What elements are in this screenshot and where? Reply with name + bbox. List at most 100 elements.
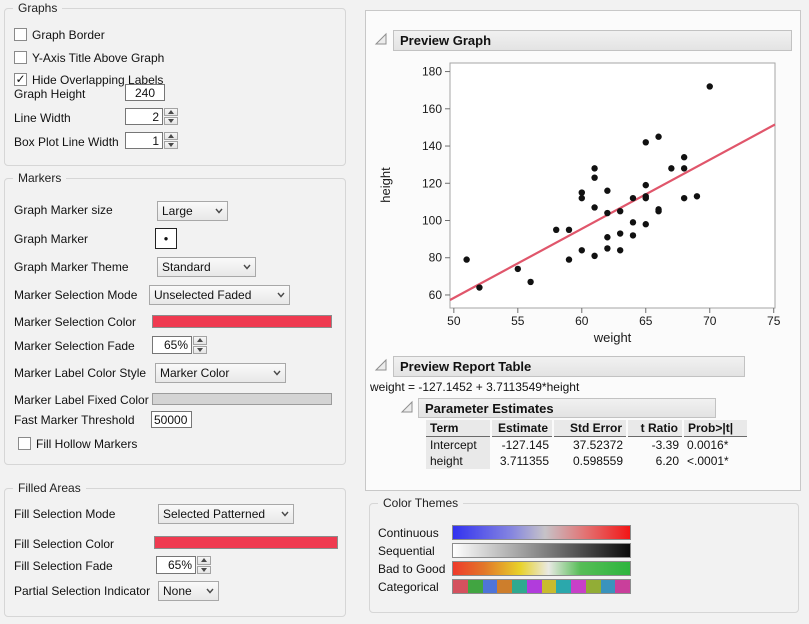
marker-label-color-style-label: Marker Label Color Style	[14, 366, 147, 380]
graph-marker-button[interactable]: ●	[155, 228, 177, 249]
table-row: Intercept -127.145 37.52372 -3.39 0.0016…	[426, 436, 748, 453]
fast-marker-threshold-input[interactable]: 50000	[151, 411, 192, 428]
table-header-row: Term Estimate Std Error t Ratio Prob>|t|	[426, 420, 749, 437]
svg-text:65: 65	[639, 314, 653, 328]
markers-group-title: Markers	[13, 171, 67, 185]
chevron-down-icon	[215, 208, 223, 214]
svg-text:60: 60	[429, 288, 443, 302]
marker-selection-mode-select[interactable]: Unselected Faded	[149, 285, 290, 305]
graphs-group: Graphs Graph Border Y-Axis Title Above G…	[4, 1, 346, 166]
hide-overlapping-labels-label: Hide Overlapping Labels	[32, 73, 164, 87]
filled-areas-group-title: Filled Areas	[13, 481, 86, 495]
color-themes-group-title: Color Themes	[378, 496, 464, 510]
box-plot-line-width-label: Box Plot Line Width	[14, 135, 119, 149]
categorical-swatch[interactable]	[571, 580, 586, 593]
graph-marker-theme-select[interactable]: Standard	[157, 257, 256, 277]
fill-selection-mode-label: Fill Selection Mode	[14, 507, 116, 521]
color-theme-bar[interactable]	[452, 525, 631, 540]
continuous-theme-label: Continuous	[378, 526, 439, 540]
disclosure-triangle-icon[interactable]	[374, 358, 388, 372]
color-theme-bar[interactable]	[452, 579, 631, 594]
disclosure-triangle-icon[interactable]	[400, 400, 414, 414]
marker-selection-fade-stepper[interactable]	[193, 336, 207, 354]
chevron-down-icon	[243, 264, 251, 270]
categorical-swatch[interactable]	[585, 580, 601, 593]
spin-down-icon[interactable]	[193, 345, 207, 354]
line-width-stepper[interactable]	[164, 108, 178, 125]
svg-text:120: 120	[422, 176, 442, 190]
svg-text:80: 80	[429, 251, 443, 265]
marker-selection-color-bar[interactable]	[152, 315, 332, 328]
parameter-estimates-header[interactable]: Parameter Estimates	[418, 398, 716, 418]
categorical-swatch[interactable]	[482, 580, 498, 593]
svg-text:50: 50	[447, 314, 461, 328]
categorical-swatch[interactable]	[497, 580, 512, 593]
marker-label-fixed-color-bar[interactable]	[152, 393, 332, 405]
fill-selection-fade-stepper[interactable]	[197, 556, 211, 574]
categorical-swatch[interactable]	[453, 580, 468, 593]
term-cell: Intercept	[426, 436, 492, 453]
categorical-swatch[interactable]	[541, 580, 557, 593]
std-error-cell: 37.52372	[572, 438, 623, 452]
filled-areas-group: Filled Areas Fill Selection Mode Selecte…	[4, 481, 346, 617]
hide-overlapping-labels-checkbox[interactable]	[14, 73, 27, 86]
spin-down-icon[interactable]	[164, 141, 178, 149]
fill-selection-fade-input[interactable]: 65%	[156, 556, 196, 574]
svg-text:height: height	[378, 167, 393, 203]
color-theme-bar[interactable]	[452, 543, 631, 558]
marker-selection-fade-input[interactable]: 65%	[152, 336, 192, 354]
y-axis-title-label: Y-Axis Title Above Graph	[32, 51, 165, 65]
box-plot-line-width-stepper[interactable]	[164, 132, 178, 149]
categorical-swatch[interactable]	[615, 580, 630, 593]
categorical-swatch[interactable]	[467, 580, 483, 593]
spin-up-icon[interactable]	[197, 556, 211, 565]
svg-text:weight: weight	[593, 330, 632, 345]
chevron-down-icon	[277, 292, 285, 298]
spin-up-icon[interactable]	[164, 108, 178, 116]
fill-selection-color-bar[interactable]	[154, 536, 338, 549]
color-themes-group: Color Themes Continuous Sequential Bad t…	[369, 496, 799, 613]
t-ratio-cell: 6.20	[655, 454, 679, 468]
graph-border-label: Graph Border	[32, 28, 105, 42]
fill-selection-mode-select[interactable]: Selected Patterned	[158, 504, 294, 524]
preview-graph-header[interactable]: Preview Graph	[393, 30, 792, 51]
graph-marker-label: Graph Marker	[14, 232, 89, 246]
box-plot-line-width-input[interactable]: 1	[125, 132, 163, 149]
prob-cell: 0.0016*	[687, 438, 729, 452]
estimate-cell: 3.711355	[499, 454, 549, 468]
categorical-swatch[interactable]	[556, 580, 571, 593]
std-error-cell: 0.598559	[572, 454, 623, 468]
sequential-theme-label: Sequential	[378, 544, 435, 558]
categorical-swatch[interactable]	[526, 580, 542, 593]
svg-text:70: 70	[703, 314, 717, 328]
partial-selection-indicator-select[interactable]: None	[158, 581, 219, 601]
graph-height-input[interactable]: 240	[125, 84, 165, 101]
graphs-group-title: Graphs	[13, 1, 63, 15]
marker-label-color-style-select[interactable]: Marker Color	[155, 363, 286, 383]
spin-down-icon[interactable]	[197, 565, 211, 574]
y-axis-title-checkbox[interactable]	[14, 51, 27, 64]
marker-label-fixed-color-label: Marker Label Fixed Color	[14, 393, 149, 407]
fill-hollow-markers-checkbox[interactable]	[18, 437, 31, 450]
partial-selection-indicator-label: Partial Selection Indicator	[14, 584, 151, 598]
line-width-input[interactable]: 2	[125, 108, 163, 125]
preview-scatter-svg: 50 55 60 65 70 75 60 80 100 120 140 160 180 weight hei…	[378, 62, 781, 345]
fast-marker-threshold-label: Fast Marker Threshold	[14, 413, 135, 427]
bad-to-good-theme-label: Bad to Good	[378, 562, 446, 576]
categorical-swatch[interactable]	[600, 580, 616, 593]
term-cell: height	[426, 453, 492, 469]
disclosure-triangle-icon[interactable]	[374, 32, 388, 46]
svg-text:75: 75	[767, 314, 781, 328]
spin-up-icon[interactable]	[164, 132, 178, 140]
spin-up-icon[interactable]	[193, 336, 207, 345]
color-theme-bar[interactable]	[452, 561, 631, 576]
marker-selection-mode-label: Marker Selection Mode	[14, 288, 138, 302]
graph-height-label: Graph Height	[14, 87, 86, 101]
graph-border-checkbox[interactable]	[14, 28, 27, 41]
graph-marker-size-select[interactable]: Large	[157, 201, 228, 221]
graph-marker-size-label: Graph Marker size	[14, 203, 113, 217]
preview-report-table-header[interactable]: Preview Report Table	[393, 356, 745, 377]
categorical-swatch[interactable]	[512, 580, 527, 593]
spin-down-icon[interactable]	[164, 117, 178, 125]
preview-scatter-plot[interactable]: 50 55 60 65 70 75 60 80 100 120 140 160 180 weight hei…	[366, 53, 802, 359]
